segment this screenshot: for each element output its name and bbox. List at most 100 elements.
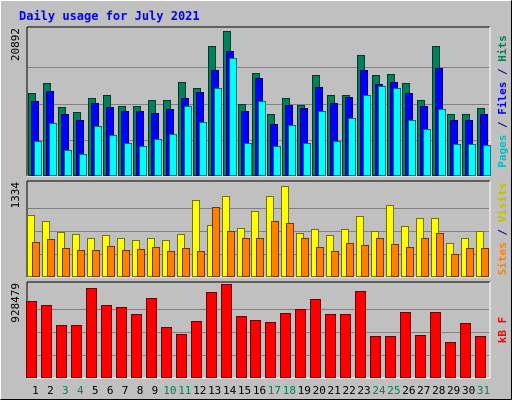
side-label-part: Visits [496,183,509,223]
x-tick-label-day-23: 23 [357,384,370,397]
bar-kb-f-day-2 [41,305,52,378]
bar-pages-day-21 [333,141,341,176]
panel-hits-files-pages: 20892 [9,26,491,177]
bar-pages-day-26 [408,120,416,176]
bar-sites-day-21 [331,251,339,277]
bar-kb-f-day-6 [101,305,112,378]
bar-sites-day-24 [376,238,384,277]
bar-kb-f-day-26 [400,312,411,378]
bar-kb-f-day-18 [280,313,291,378]
bar-pages-day-30 [468,144,476,176]
x-tick-label-day-12: 12 [193,384,206,397]
bar-pages-day-17 [273,146,281,176]
bar-sites-day-15 [242,238,250,277]
bar-kb-f-day-12 [191,321,202,378]
bar-pages-day-20 [318,111,326,176]
x-tick-label-day-9: 9 [152,384,159,397]
x-tick-label-day-29: 29 [447,384,460,397]
bar-sites-day-3 [62,248,70,277]
x-tick-label-day-28: 28 [432,384,445,397]
bar-kb-f-day-20 [310,299,321,378]
side-label-part: Sites [496,242,509,275]
bar-kb-f-day-30 [460,323,471,378]
bar-kb-f-day-1 [26,301,37,378]
bar-visits-day-12 [192,200,200,277]
x-tick-label-day-15: 15 [238,384,251,397]
bar-pages-day-31 [483,145,491,176]
bar-kb-f-day-11 [176,334,187,378]
bar-sites-day-6 [107,246,115,277]
x-tick-label-day-17: 17 [268,384,281,397]
bar-kb-f-day-5 [86,288,97,378]
bar-sites-day-23 [361,245,369,277]
y-axis-max-label: 928479 [9,283,22,323]
x-tick-label-day-20: 20 [313,384,326,397]
bar-kb-f-day-16 [250,320,261,378]
x-tick-label-day-30: 30 [462,384,475,397]
bar-kb-f-day-19 [295,309,306,378]
bar-pages-day-28 [438,109,446,176]
panel-kbytes: 928479 [9,281,491,379]
bar-pages-day-18 [288,125,296,176]
y-axis-max-label: 20892 [9,28,22,61]
side-legend-labels: Pages / Files / Hits Sites / Visits kB F [496,35,509,343]
bar-pages-day-9 [154,139,162,176]
x-tick-label-day-22: 22 [342,384,355,397]
bar-sites-day-25 [391,244,399,277]
bar-sites-day-17 [271,221,279,277]
bar-sites-day-8 [137,249,145,277]
x-tick-label-day-13: 13 [208,384,221,397]
bar-sites-day-14 [227,231,235,277]
x-tick-label-day-11: 11 [178,384,191,397]
bar-kb-f-day-8 [131,314,142,378]
bar-pages-day-2 [49,123,57,176]
bar-kb-f-day-31 [475,336,486,378]
x-tick-label-day-10: 10 [163,384,176,397]
chart-title: Daily usage for July 2021 [19,9,200,23]
bar-sites-day-28 [436,233,444,277]
bar-sites-day-30 [466,248,474,277]
panel-visits-sites: 1334 [9,180,491,278]
bar-kb-f-day-3 [56,325,67,378]
bar-kb-f-day-24 [370,336,381,378]
x-tick-label-day-1: 1 [32,384,39,397]
side-label-bottom: kB F [496,317,509,344]
x-tick-label-day-16: 16 [253,384,266,397]
side-label-part: Pages [496,135,509,168]
side-label-part: kB F [496,317,509,344]
bar-sites-day-11 [182,248,190,277]
bar-sites-day-5 [92,250,100,277]
bar-sites-day-13 [212,207,220,277]
bar-kb-f-day-21 [325,314,336,378]
x-tick-label-day-5: 5 [92,384,99,397]
x-tick-label-day-18: 18 [283,384,296,397]
x-tick-label-day-8: 8 [137,384,144,397]
bar-sites-day-10 [167,251,175,277]
bar-sites-day-19 [301,238,309,277]
bar-pages-day-29 [453,144,461,176]
y-axis-max-label: 1334 [9,182,22,209]
bar-sites-day-9 [152,247,160,277]
side-label-part: / [496,222,509,242]
bar-kb-f-day-27 [415,335,426,378]
bar-pages-day-19 [303,143,311,176]
bar-sites-day-2 [47,239,55,277]
bar-kb-f-day-14 [221,284,232,378]
x-tick-label-day-26: 26 [402,384,415,397]
bar-pages-day-3 [64,150,72,176]
side-label-part: / [496,62,509,82]
bar-sites-day-20 [316,247,324,277]
x-tick-label-day-3: 3 [62,384,69,397]
bar-kb-f-day-29 [445,342,456,378]
bar-pages-day-4 [79,154,87,176]
x-axis-day-labels: 1 2 3 4 5 6 7 8 9 10 11 12 13 14 15 16 17 18 19 20 21 22 23 24 2… [32,384,490,397]
bar-pages-day-1 [34,141,42,176]
bar-pages-day-22 [348,118,356,176]
bar-sites-day-29 [451,254,459,277]
x-tick-label-day-25: 25 [387,384,400,397]
bar-pages-day-15 [244,143,252,176]
bar-pages-day-25 [393,88,401,176]
side-label-part: Files [496,82,509,115]
x-tick-label-day-24: 24 [372,384,386,397]
